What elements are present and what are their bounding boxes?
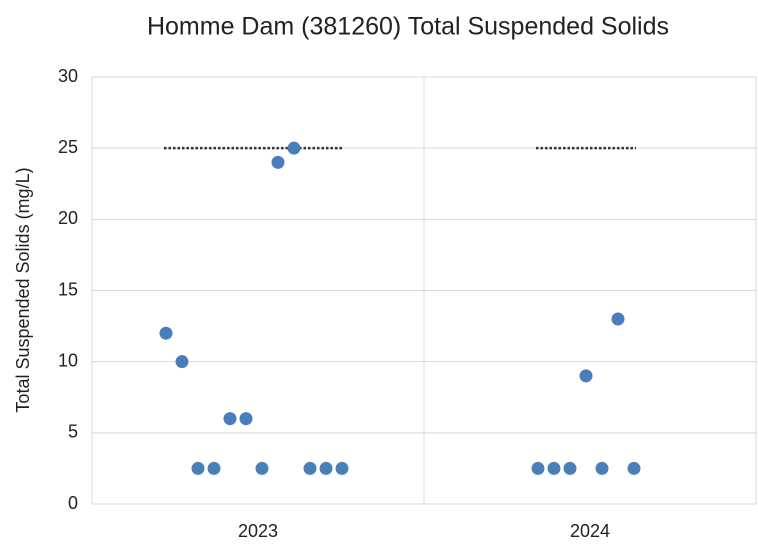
y-tick-label: 5 — [68, 422, 78, 442]
data-point — [159, 326, 173, 340]
x-tick-label: 2023 — [238, 521, 278, 541]
data-point — [335, 461, 349, 475]
y-axis-label: Total Suspended Solids (mg/L) — [13, 167, 33, 412]
x-tick-label: 2024 — [570, 521, 610, 541]
y-tick-label: 15 — [58, 279, 78, 299]
data-point — [595, 461, 609, 475]
data-point — [563, 461, 577, 475]
y-tick-label: 30 — [58, 66, 78, 86]
data-point — [319, 461, 333, 475]
data-point — [547, 461, 561, 475]
data-point — [239, 412, 253, 426]
data-point — [579, 369, 593, 383]
data-point — [191, 461, 205, 475]
y-tick-label: 25 — [58, 137, 78, 157]
y-tick-label: 0 — [68, 493, 78, 513]
data-point — [175, 355, 189, 369]
data-point — [303, 461, 317, 475]
y-tick-label: 10 — [58, 350, 78, 370]
data-point — [287, 141, 301, 155]
data-point — [531, 461, 545, 475]
data-point — [207, 461, 221, 475]
data-point — [271, 155, 285, 169]
y-tick-label: 20 — [58, 208, 78, 228]
chart-title: Homme Dam (381260) Total Suspended Solid… — [147, 13, 669, 41]
data-point — [627, 461, 641, 475]
data-point — [223, 412, 237, 426]
data-point — [611, 312, 625, 326]
data-point — [255, 461, 269, 475]
